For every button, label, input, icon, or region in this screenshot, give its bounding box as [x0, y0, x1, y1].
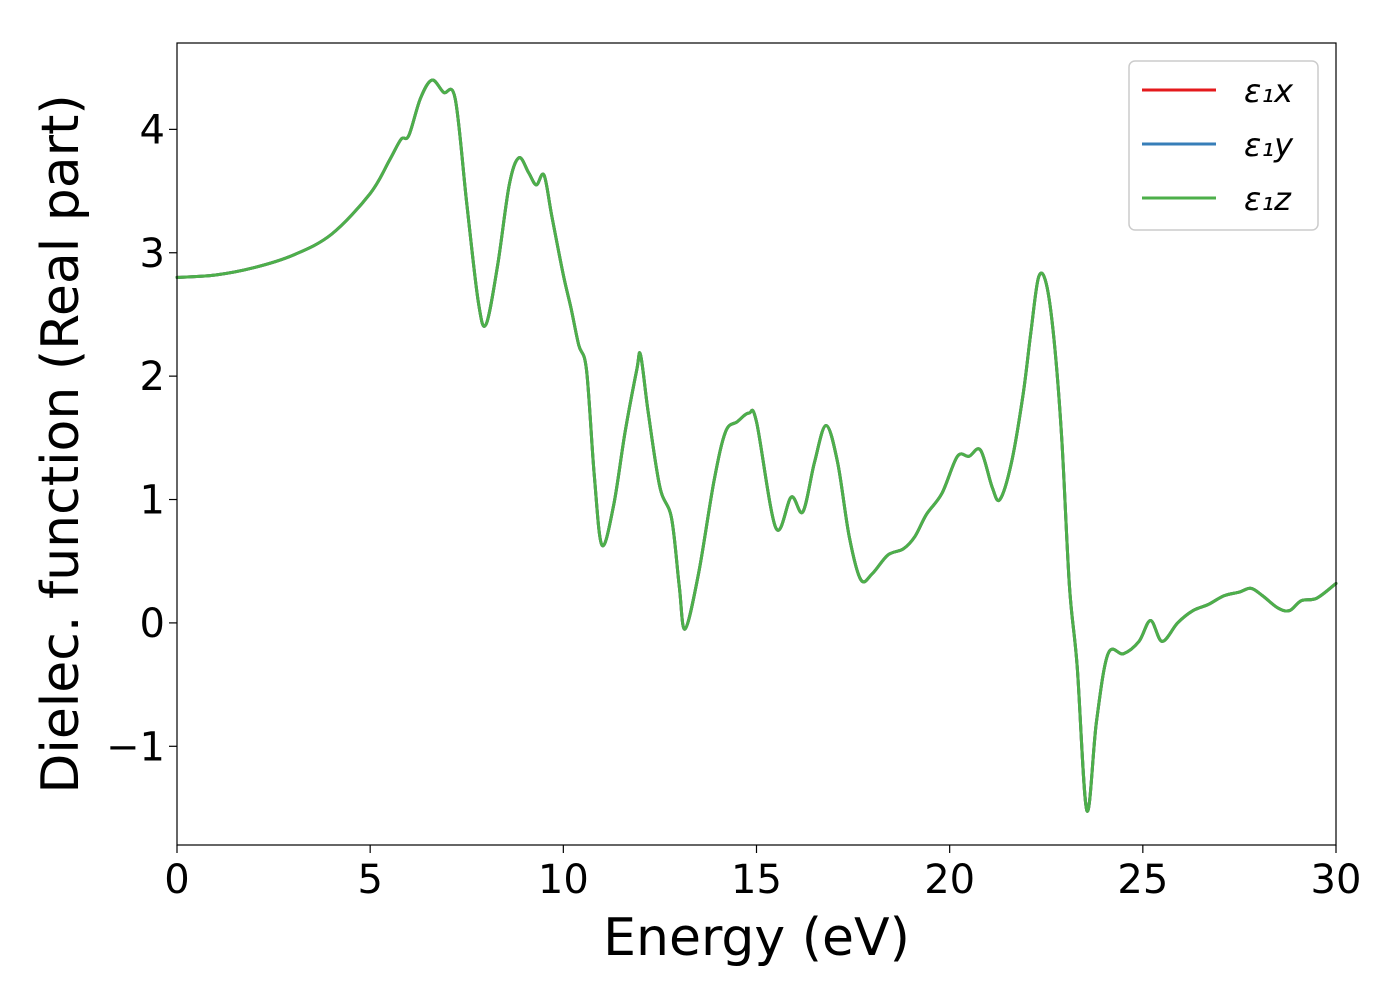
x-tick-label: 5 [357, 857, 382, 903]
y-tick-label: 1 [140, 478, 165, 524]
y-tick-label: 0 [140, 601, 165, 647]
y-tick-label: −1 [106, 724, 165, 770]
legend-box [1128, 60, 1319, 231]
y-axis: −1 0 1 2 3 4 [106, 107, 177, 770]
y-axis-title: Dielec. function (Real part) [31, 94, 91, 793]
series-layer [175, 78, 1338, 813]
x-tick-label: 20 [924, 857, 975, 903]
y-tick-label: 4 [140, 107, 165, 153]
legend: ε₁x ε₁y ε₁z [1128, 60, 1319, 231]
x-tick-label: 15 [731, 857, 782, 903]
legend-label-1: ε₁x [1244, 72, 1294, 110]
x-axis-title: Energy (eV) [603, 908, 910, 968]
legend-label-2: ε₁y [1244, 126, 1294, 164]
x-tick-label: 0 [164, 857, 189, 903]
x-tick-label: 30 [1311, 857, 1362, 903]
x-axis: 0 5 10 15 20 25 30 [164, 845, 1361, 903]
y-tick-label: 3 [140, 231, 165, 277]
x-tick-label: 10 [538, 857, 589, 903]
series-line-3 [175, 78, 1338, 813]
legend-label-3: ε₁z [1244, 180, 1292, 218]
x-tick-label: 25 [1117, 857, 1168, 903]
y-tick-label: 2 [140, 354, 165, 400]
